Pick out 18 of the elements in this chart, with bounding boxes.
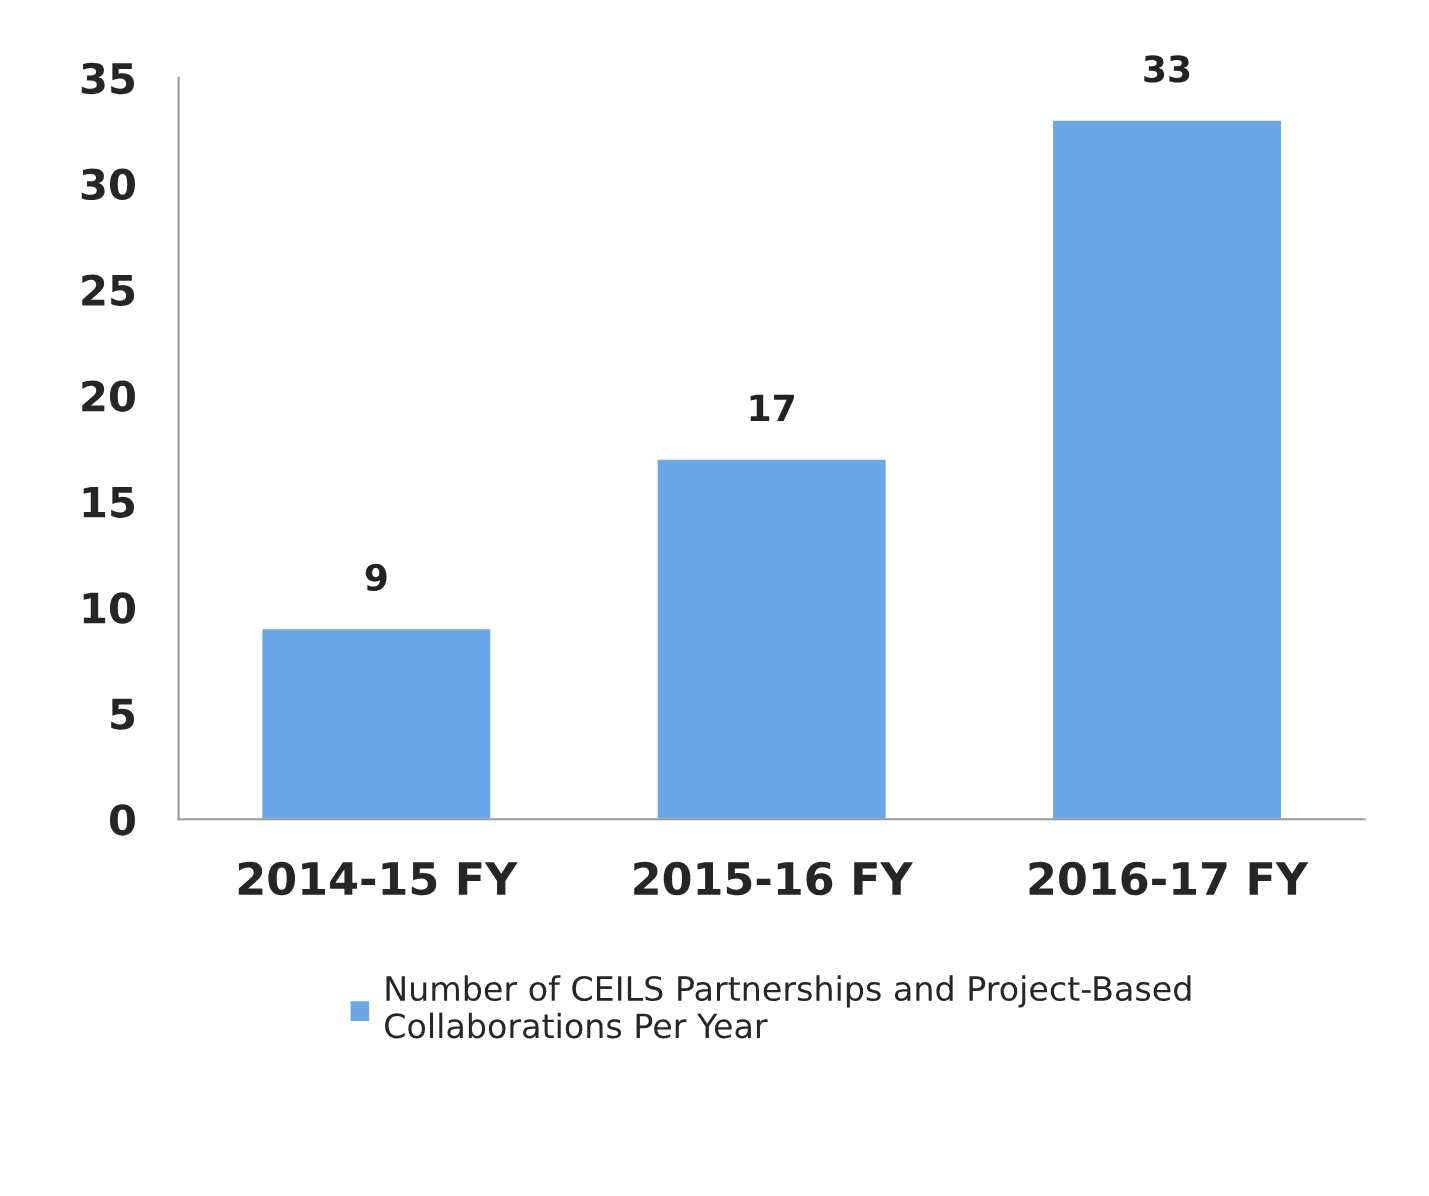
y-tick-label: 5 xyxy=(111,698,135,730)
x-tick-label: 2016-17 FY xyxy=(1029,861,1309,896)
x-tick-label: 2015-16 FY xyxy=(634,861,914,896)
legend-label: Number of CEILS Partnerships and Project-Based Collaborations Per Year xyxy=(385,975,1191,1039)
y-tick-label: 10 xyxy=(83,592,135,624)
bar xyxy=(260,627,492,820)
y-tick-label: 15 xyxy=(83,486,135,518)
data-label: 17 xyxy=(750,394,794,422)
data-label: 33 xyxy=(1144,55,1190,83)
data-label: 9 xyxy=(365,563,387,592)
y-tick-label: 35 xyxy=(81,62,135,95)
y-tick-label: 0 xyxy=(109,804,135,836)
x-tick-label: 2014-15 FY xyxy=(238,861,518,896)
bar xyxy=(656,458,888,820)
bar xyxy=(1051,119,1283,820)
y-tick-label: 25 xyxy=(82,274,135,307)
y-tick-label: 30 xyxy=(81,168,135,201)
y-tick-label: 20 xyxy=(82,380,135,412)
